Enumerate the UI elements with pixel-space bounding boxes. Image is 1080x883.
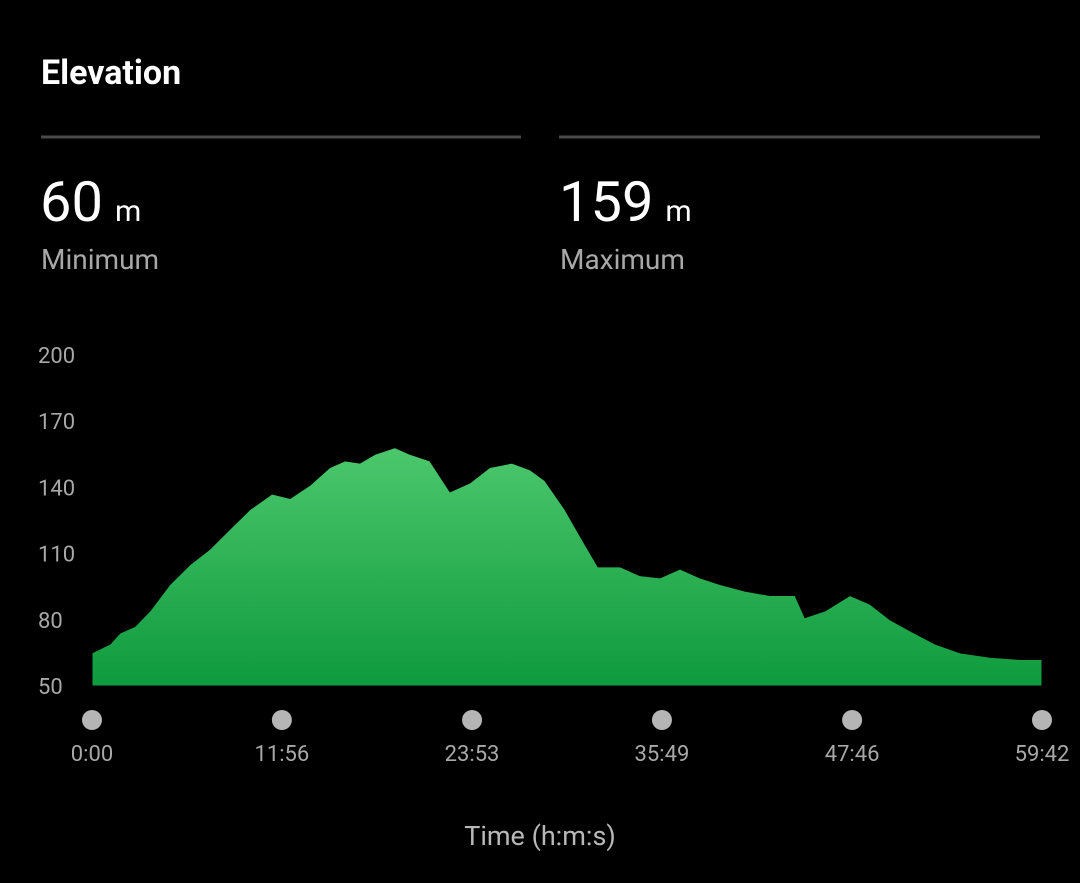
y-tick-label: 170: [38, 410, 75, 435]
y-tick-label: 80: [38, 609, 63, 634]
stat-number: 159: [559, 169, 653, 235]
stat-label: Maximum: [560, 243, 685, 276]
x-tick-dot: [651, 710, 672, 730]
x-axis-title: Time (h:m:s): [464, 820, 616, 852]
x-tick-label: 59:42: [1015, 742, 1070, 767]
stat-value: 60 m: [40, 169, 141, 235]
x-tick-dot: [271, 710, 292, 730]
x-tick-dot: [1032, 710, 1052, 730]
x-tick-label: 0:00: [71, 742, 113, 767]
y-tick-label: 110: [38, 543, 75, 568]
x-tick-dot: [842, 710, 863, 730]
x-tick-label: 23:53: [445, 742, 500, 767]
stat-value: 159 m: [559, 169, 692, 235]
x-tick-label: 11:56: [254, 742, 309, 767]
elevation-area: [91, 447, 1043, 687]
plot: 50 80 110 140 170 200 0:00 11:56 23:53 35:49 47:46…: [38, 344, 1069, 767]
title: Elevation: [41, 53, 181, 93]
x-tick-dot: [462, 710, 483, 730]
x-tick-label: 35:49: [635, 742, 690, 767]
y-tick-label: 140: [38, 476, 75, 501]
x-tick-dot: [82, 710, 102, 730]
y-tick-label: 50: [38, 675, 63, 700]
stat-unit: m: [115, 194, 141, 229]
y-tick-label: 200: [38, 344, 75, 369]
x-tick-label: 47:46: [825, 742, 880, 767]
stat-number: 60: [40, 169, 103, 235]
stat-unit: m: [665, 194, 691, 229]
stat-label: Minimum: [41, 243, 159, 276]
